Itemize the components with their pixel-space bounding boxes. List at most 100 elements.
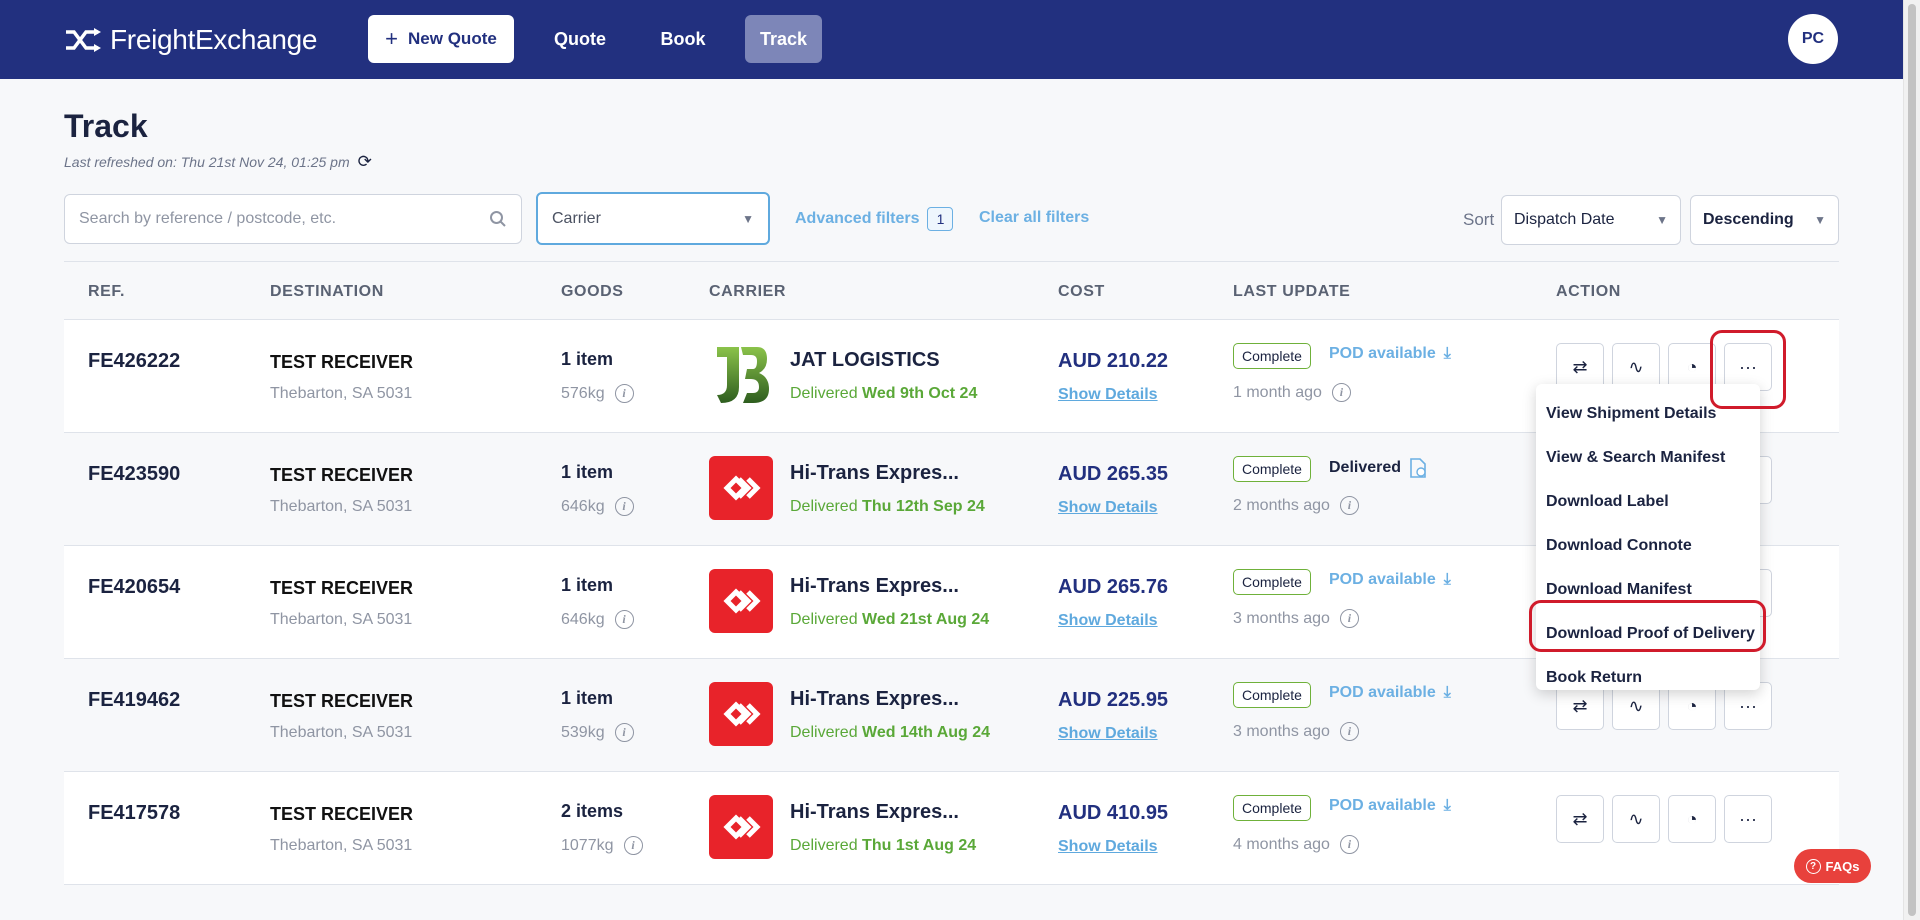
- advanced-filters-link[interactable]: Advanced filters 1: [795, 207, 954, 231]
- show-details-link[interactable]: Show Details: [1058, 725, 1158, 742]
- row-weight-value: 646kg: [561, 610, 605, 628]
- gauge-icon[interactable]: ◔: [1668, 343, 1716, 391]
- col-carrier: CARRIER: [709, 283, 787, 300]
- route-icon[interactable]: ∿: [1612, 795, 1660, 843]
- menu-download-proof-of-delivery[interactable]: Download Proof of Delivery: [1546, 625, 1755, 642]
- sort-order-select[interactable]: Descending ▼: [1690, 195, 1839, 245]
- search-icon[interactable]: [489, 210, 507, 228]
- download-icon: ⤓: [1443, 345, 1451, 362]
- delivered-date-value: Wed 9th Oct 24: [862, 385, 978, 402]
- row-cost: AUD 265.35: [1058, 463, 1169, 485]
- menu-view-search-manifest[interactable]: View & Search Manifest: [1546, 449, 1726, 466]
- pod-available-link[interactable]: POD available ⤓: [1329, 571, 1451, 589]
- row-last-update: 1 month ago i: [1233, 383, 1351, 402]
- brand-logo[interactable]: FreightExchange: [64, 24, 317, 56]
- menu-download-connote[interactable]: Download Connote: [1546, 537, 1692, 554]
- row-cost: AUD 410.95: [1058, 802, 1169, 824]
- delivered-status: Delivered: [1329, 458, 1427, 478]
- show-details-link[interactable]: Show Details: [1058, 838, 1158, 855]
- plus-icon: +: [385, 26, 399, 51]
- last-refreshed: Last refreshed on: Thu 21st Nov 24, 01:2…: [64, 152, 372, 172]
- row-ref[interactable]: FE420654: [88, 576, 181, 598]
- col-goods: GOODS: [561, 283, 624, 300]
- search-box: [64, 194, 522, 244]
- show-details-link[interactable]: Show Details: [1058, 612, 1158, 629]
- more-options-button[interactable]: ···: [1724, 343, 1772, 391]
- pod-available-link[interactable]: POD available ⤓: [1329, 345, 1451, 363]
- row-cost: AUD 225.95: [1058, 689, 1169, 711]
- brand-name: FreightExchange: [110, 24, 318, 55]
- menu-download-label[interactable]: Download Label: [1546, 493, 1669, 510]
- more-options-button[interactable]: ···: [1724, 682, 1772, 730]
- row-last-update: 2 months ago i: [1233, 496, 1359, 515]
- status-badge: Complete: [1233, 795, 1311, 821]
- delivered-prefix: Delivered: [790, 724, 858, 741]
- document-info-icon[interactable]: [1409, 458, 1427, 478]
- row-carrier-name: Hi-Trans Expres...: [790, 462, 959, 484]
- download-icon: ⤓: [1443, 797, 1451, 814]
- clear-filters-link[interactable]: Clear all filters: [979, 209, 1090, 226]
- pod-label: POD available: [1329, 797, 1436, 814]
- swap-icon[interactable]: ⇄: [1556, 795, 1604, 843]
- carrier-select[interactable]: Carrier ▼: [536, 192, 770, 245]
- row-delivered-date: Delivered Thu 12th Sep 24: [790, 498, 985, 516]
- help-icon: ?: [1805, 858, 1821, 874]
- faqs-button[interactable]: ? FAQs: [1794, 849, 1871, 883]
- search-input[interactable]: [79, 210, 489, 228]
- table-header: REF. DESTINATION GOODS CARRIER COST LAST…: [64, 262, 1839, 320]
- menu-book-return[interactable]: Book Return: [1546, 669, 1642, 686]
- new-quote-label: New Quote: [408, 29, 497, 48]
- row-ref[interactable]: FE426222: [88, 350, 181, 372]
- table-row[interactable]: FE417578 TEST RECEIVER Thebarton, SA 503…: [64, 772, 1839, 885]
- row-delivered-date: Delivered Thu 1st Aug 24: [790, 837, 976, 855]
- nav-book[interactable]: Book: [660, 28, 706, 49]
- info-icon[interactable]: i: [614, 723, 634, 742]
- row-destination-name: TEST RECEIVER: [270, 465, 414, 485]
- scrollbar-thumb[interactable]: [1908, 4, 1916, 916]
- info-icon[interactable]: i: [1339, 835, 1359, 854]
- row-destination-suburb: Thebarton, SA 5031: [270, 611, 413, 628]
- status-badge: Complete: [1233, 456, 1311, 482]
- info-icon[interactable]: i: [1339, 496, 1359, 515]
- show-details-link[interactable]: Show Details: [1058, 386, 1158, 403]
- refresh-icon[interactable]: ⟳: [357, 152, 372, 171]
- row-ref[interactable]: FE423590: [88, 463, 181, 485]
- faqs-label: FAQs: [1825, 858, 1860, 874]
- user-avatar[interactable]: PC: [1788, 14, 1838, 64]
- pod-available-link[interactable]: POD available ⤓: [1329, 684, 1451, 702]
- route-icon[interactable]: ∿: [1612, 682, 1660, 730]
- menu-download-manifest[interactable]: Download Manifest: [1546, 581, 1692, 598]
- gauge-icon[interactable]: ◔: [1668, 682, 1716, 730]
- carrier-logo: [709, 343, 773, 407]
- row-last-update: 3 months ago i: [1233, 722, 1359, 741]
- delivered-prefix: Delivered: [790, 498, 858, 515]
- show-details-link[interactable]: Show Details: [1058, 499, 1158, 516]
- menu-view-shipment-details[interactable]: View Shipment Details: [1546, 405, 1717, 422]
- row-goods-items: 1 item: [561, 688, 614, 708]
- delivered-prefix: Delivered: [790, 837, 858, 854]
- info-icon[interactable]: i: [623, 836, 643, 855]
- new-quote-button[interactable]: + New Quote: [368, 15, 514, 63]
- row-destination-suburb: Thebarton, SA 5031: [270, 385, 413, 402]
- info-icon[interactable]: i: [614, 610, 634, 629]
- last-refreshed-text: Last refreshed on: Thu 21st Nov 24, 01:2…: [64, 154, 350, 170]
- nav-quote[interactable]: Quote: [554, 28, 606, 49]
- pod-available-link[interactable]: POD available ⤓: [1329, 797, 1451, 815]
- info-icon[interactable]: i: [614, 384, 634, 403]
- delivered-prefix: Delivered: [790, 385, 858, 402]
- info-icon[interactable]: i: [1339, 609, 1359, 628]
- info-icon[interactable]: i: [1339, 722, 1359, 741]
- info-icon[interactable]: i: [1331, 383, 1351, 402]
- row-weight-value: 576kg: [561, 384, 605, 402]
- info-icon[interactable]: i: [614, 497, 634, 516]
- page-scrollbar[interactable]: [1903, 0, 1920, 920]
- delivered-date-value: Wed 21st Aug 24: [862, 611, 990, 628]
- swap-icon[interactable]: ⇄: [1556, 343, 1604, 391]
- gauge-icon[interactable]: ◔: [1668, 795, 1716, 843]
- more-options-button[interactable]: ···: [1724, 795, 1772, 843]
- row-ref[interactable]: FE417578: [88, 802, 181, 824]
- sort-field-select[interactable]: Dispatch Date ▼: [1501, 195, 1681, 245]
- table-row[interactable]: FE426222 TEST RECEIVER Thebarton, SA 503…: [64, 320, 1839, 433]
- nav-track[interactable]: Track: [745, 15, 822, 63]
- row-ref[interactable]: FE419462: [88, 689, 181, 711]
